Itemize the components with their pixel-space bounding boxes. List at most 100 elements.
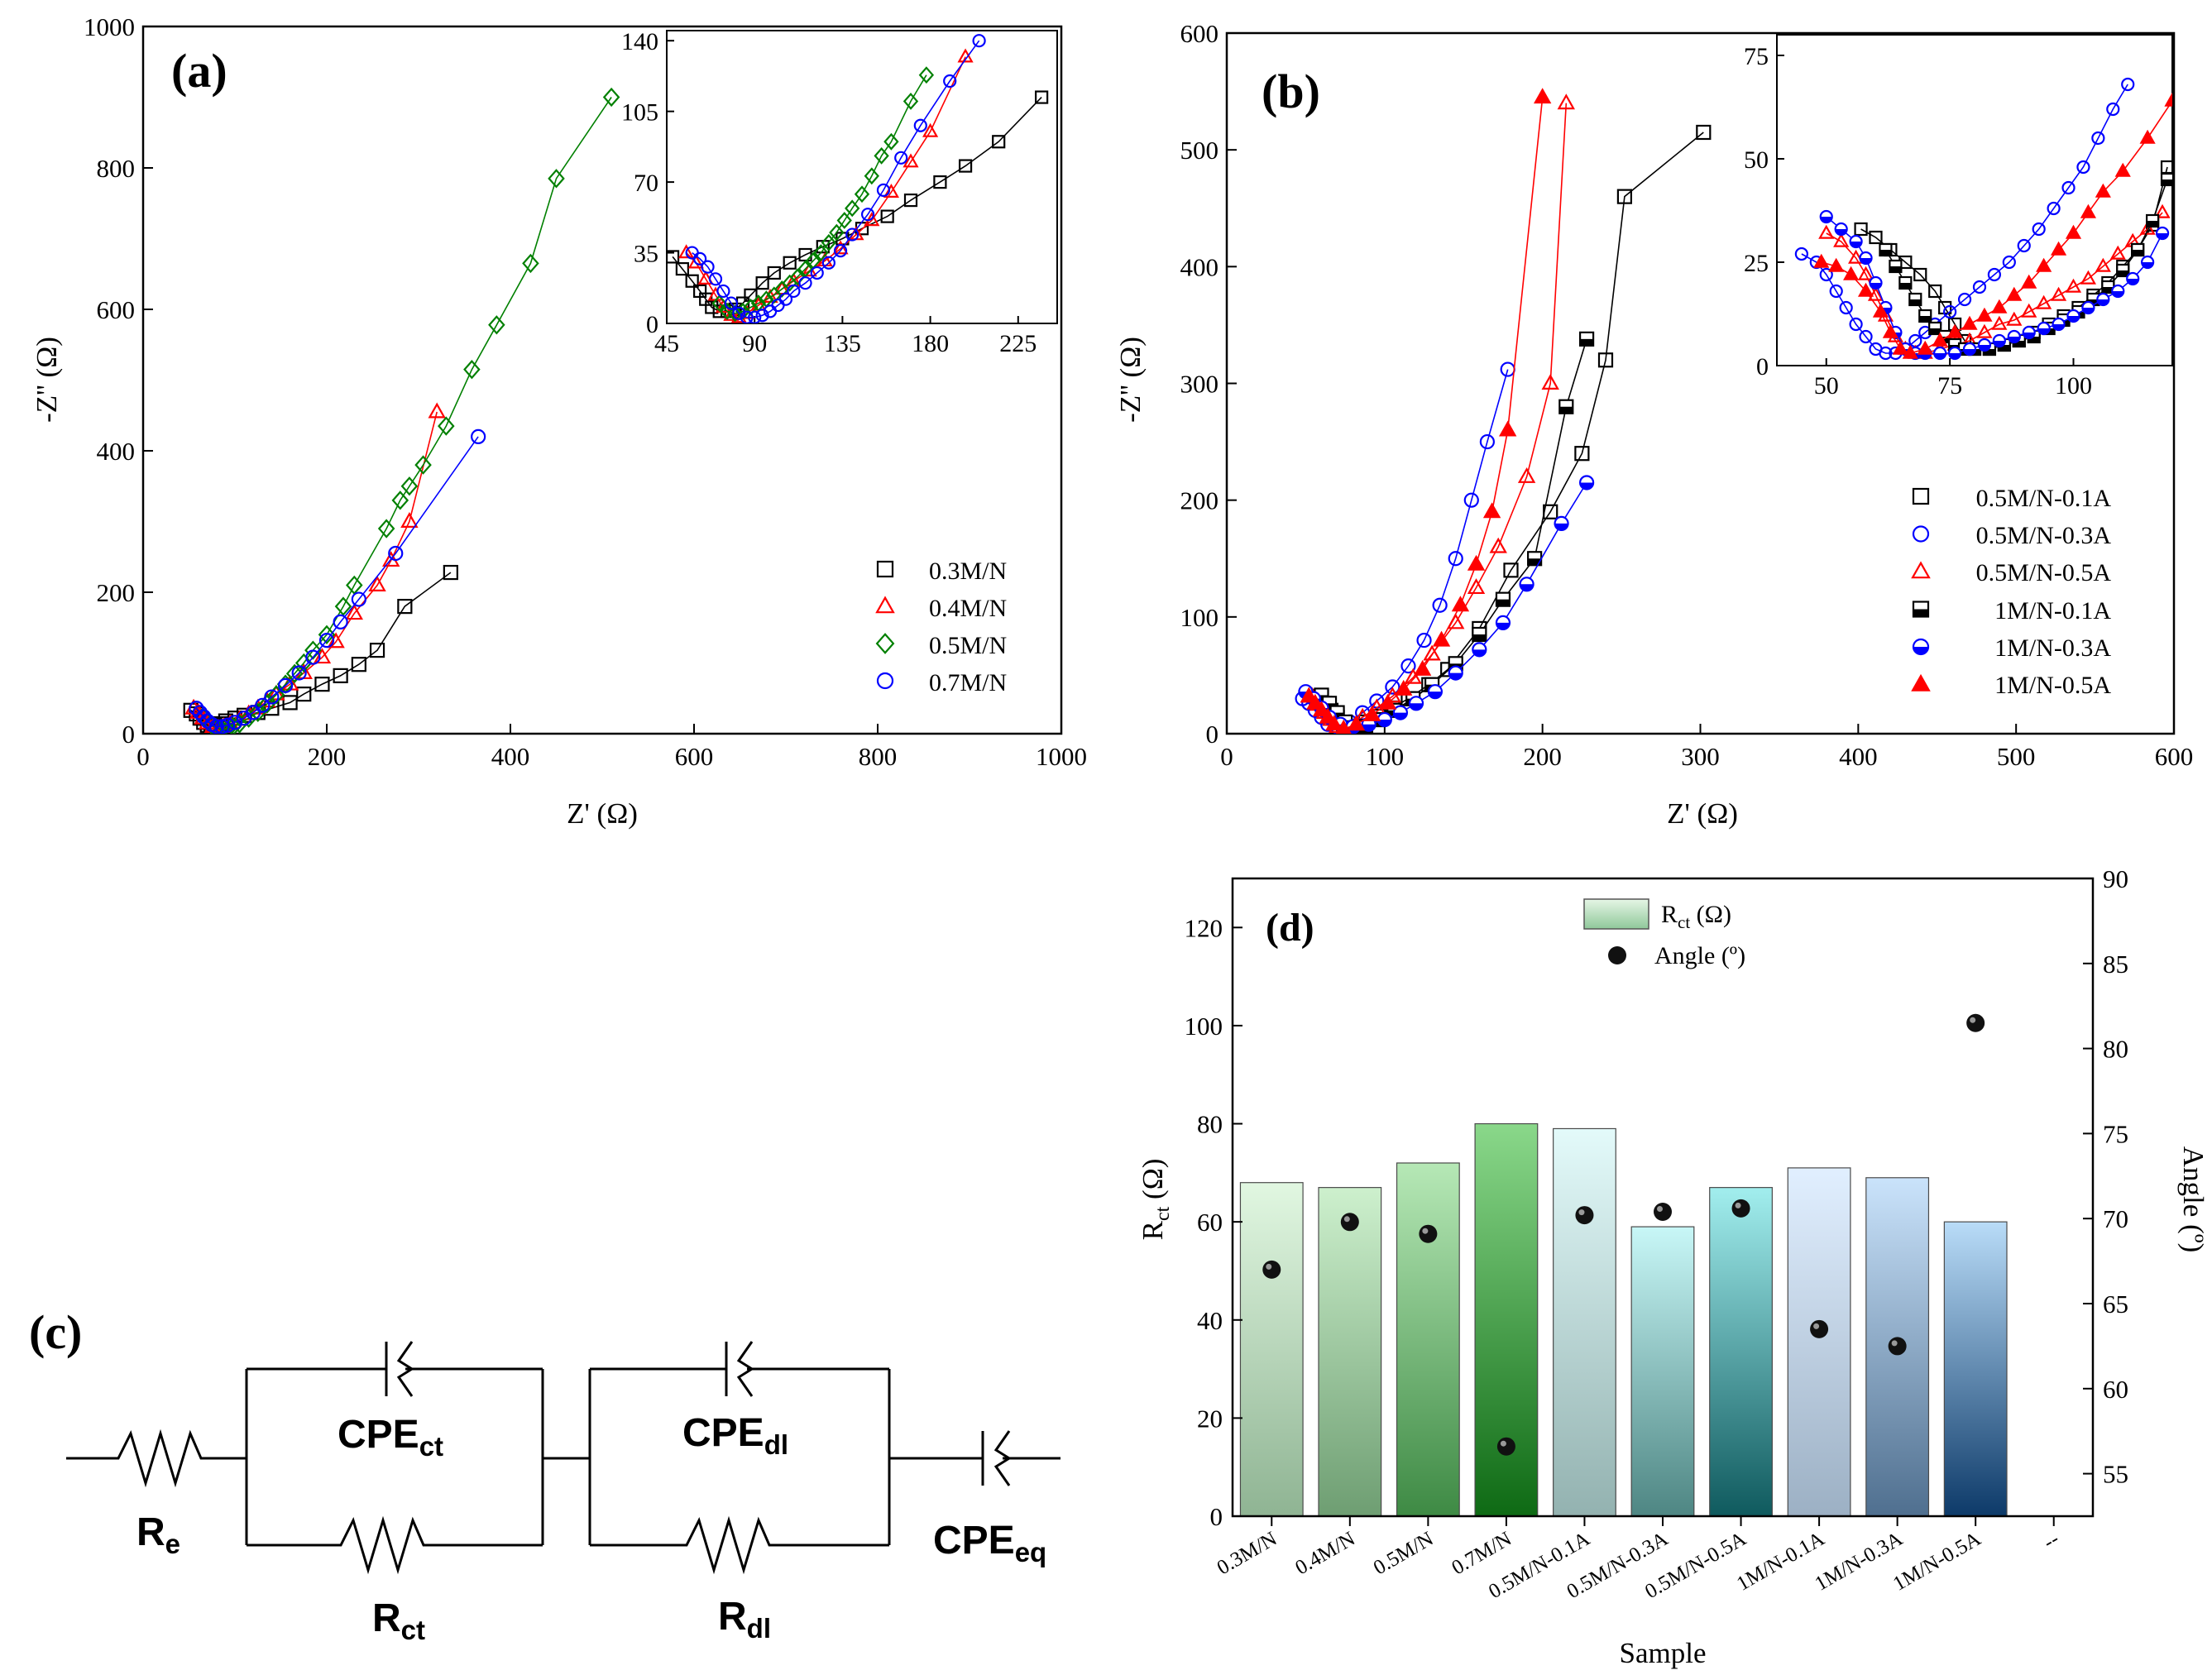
label-re: Re [136, 1510, 180, 1559]
panel-a-inset-point-0.5M/N [813, 244, 829, 261]
panel-a-ytick-label: 0 [122, 720, 136, 749]
panel-b-point-1M/N-0.5A [1378, 693, 1397, 710]
panel-a-inset-xtick-label: 45 [654, 330, 679, 357]
panel-d-ytick-right-label: 80 [2103, 1035, 2128, 1064]
panel-b-point-0.5M/N-0.5A [1541, 374, 1559, 390]
panel-b-inset-series-1M/N-0.5A [1813, 92, 2172, 359]
panel-a-point-0.4M/N [400, 512, 419, 529]
panel-d-label: (d) [1266, 906, 1314, 950]
label-re-main: R [136, 1510, 165, 1554]
panel-b-inset-point-1M/N-0.1A [1918, 309, 1932, 323]
panel-a-legend: 0.3M/N 0.4M/N 0.5M/N 0.7M/N [875, 558, 1007, 696]
panel-b-ytick-label: 300 [1180, 370, 1219, 399]
panel-d-ylabel: Rct (Ω) [1137, 1159, 1174, 1241]
panel-a-point-0.7M/N [227, 715, 243, 730]
panel-b-series [1295, 88, 1712, 734]
panel-b-point-1M/N-0.3A [1578, 475, 1595, 491]
panel-d-ylabel-sub: ct [1152, 1206, 1174, 1221]
panel-a-legend-markers [875, 560, 895, 690]
panel-b-ytick-label: 0 [1206, 720, 1219, 749]
panel-b-inset-point-1M/N-0.1A [1889, 259, 1903, 274]
panel-d-ytick-label: 60 [1197, 1208, 1223, 1237]
panel-d-ytick-right-label: 65 [2103, 1290, 2128, 1318]
panel-d-ytick-right-label: 60 [2103, 1375, 2128, 1404]
label-cpe-eq: CPEeq [933, 1519, 1046, 1567]
panel-a-inset-point-0.7M/N [748, 310, 762, 323]
panel-b-inset-point-1M/N-0.1A [2131, 242, 2145, 257]
panel-b-inset-point-0.5M/N-0.5A [2006, 311, 2023, 326]
panel-a-ytick-label: 600 [97, 295, 136, 324]
panel-b-point-1M/N-0.5A [1482, 502, 1501, 519]
angle-point-0.5M/N-0.5A [1731, 1199, 1750, 1218]
panel-b-point-0.5M/N-0.3A [1416, 632, 1432, 648]
legend-angle-marker [1608, 946, 1626, 964]
panel-a-inset-xtick-label: 135 [824, 330, 861, 357]
panel-b-point-1M/N-0.5A [1451, 596, 1470, 612]
panel-b-inset: 50 75 100 0 25 50 75 [1744, 34, 2173, 400]
angle-point-1M/N-0.3A [1888, 1337, 1907, 1356]
panel-a-inset-point-0.7M/N [833, 244, 848, 258]
panel-b-inset-point-1M/N-0.3A [1834, 222, 1848, 237]
label-cpe-dl-sub: dl [764, 1429, 788, 1460]
panel-a-point-0.5M/N [304, 640, 322, 660]
panel-b-inset-point-1M/N-0.5A [1828, 257, 1845, 272]
panel-a-xtick-label: 0 [136, 742, 150, 771]
panel-a-inset-point-0.7M/N [787, 284, 801, 299]
panel-b-inset-point-0.5M/N-0.3A [1794, 246, 1808, 261]
panel-a-inset-point-0.5M/N [845, 199, 860, 218]
panel-b-point-1M/N-0.1A [1558, 399, 1574, 414]
panel-b-point-1M/N-0.5A [1498, 420, 1517, 437]
legend-label-1M/N-0.1A: 1M/N-0.1A [1994, 597, 2111, 625]
panel-a-point-0.7M/N [208, 719, 224, 734]
panel-b-inset-point-1M/N-0.3A [2052, 317, 2066, 332]
panel-a-inset-point-0.5M/N [874, 146, 889, 165]
bar-0.5M/N-0.5A [1709, 1187, 1773, 1517]
panel-b-inset-point-0.5M/N-0.5A [1991, 315, 2008, 330]
panel-b-inset-point-0.5M/N-0.3A [2061, 180, 2076, 195]
panel-a-xtick-label: 600 [675, 742, 714, 771]
panel-a-inset: 45 90 135 180 225 0 35 70 105 140 [621, 28, 1058, 357]
panel-a-point-0.7M/N [192, 705, 208, 720]
panel-a-inset-point-0.3M/N [903, 193, 918, 208]
panel-a-inset-xtick-label: 90 [742, 330, 767, 357]
panel-a-point-0.5M/N [488, 315, 505, 335]
panel-b-inset-point-0.5M/N-0.5A [2095, 257, 2111, 272]
panel-b-inset-ticks: 50 75 100 0 25 50 75 [1744, 43, 2092, 400]
panel-b-inset-point-0.5M/N-0.5A [2021, 303, 2037, 318]
panel-b-inset-series [1794, 77, 2172, 361]
panel-a-point-0.5M/N [414, 455, 432, 475]
panel-a-series-0.5M/N [194, 87, 620, 734]
panel-a-inset-point-0.5M/N [821, 233, 837, 251]
panel-a-inset-point-0.7M/N [810, 266, 824, 280]
panel-a-inset-point-0.3M/N [667, 250, 680, 264]
panel-a-inset-point-0.7M/N [845, 227, 859, 242]
panel-a-fit-line-0.5M/N [202, 97, 612, 730]
panel-a-inset-ticks: 45 90 135 180 225 0 35 70 105 140 [621, 28, 1037, 357]
label-cpe-ct-main: CPE [338, 1413, 419, 1457]
panel-a-point-0.3M/N [296, 687, 312, 702]
panel-a-point-0.7M/N [264, 689, 280, 705]
panel-a-xtick-label: 800 [859, 742, 898, 771]
panel-b-point-1M/N-0.1A [1495, 591, 1511, 607]
angle-point-0.3M/N [1262, 1260, 1281, 1279]
panel-a-inset-ytick-label: 140 [621, 28, 658, 55]
panel-a-inset-point-0.7M/N [876, 183, 891, 197]
panel-d-xtick-label---: -- [2040, 1528, 2063, 1554]
panel-a-point-0.5M/N [463, 360, 481, 380]
panel-b-xtick-label: 100 [1366, 742, 1405, 771]
panel-b-ylabel: -Z'' (Ω) [1114, 337, 1147, 423]
panel-a-frame [141, 25, 1063, 735]
bar-0.7M/N [1474, 1122, 1539, 1517]
panel-a-inset-point-0.4M/N [678, 244, 695, 259]
panel-b-point-0.5M/N-0.5A [1557, 93, 1575, 110]
panel-b-inset-point-0.5M/N-0.3A [1829, 284, 1843, 299]
panel-b-xtick-label: 500 [1997, 742, 2036, 771]
panel-d-ylabel-right: Angle (º) [2177, 1146, 2210, 1252]
legend-rct-unit: (Ω) [1690, 901, 1731, 928]
panel-a-inset-point-0.7M/N [755, 309, 769, 323]
panel-b-inset-point-1M/N-0.3A [2037, 321, 2051, 336]
panel-a-inset-frame [666, 30, 1058, 324]
panel-b-inset-point-1M/N-0.3A [2066, 309, 2080, 323]
panel-a-point-0.7M/N [255, 697, 271, 713]
panel-b-point-1M/N-0.5A [1306, 693, 1324, 710]
